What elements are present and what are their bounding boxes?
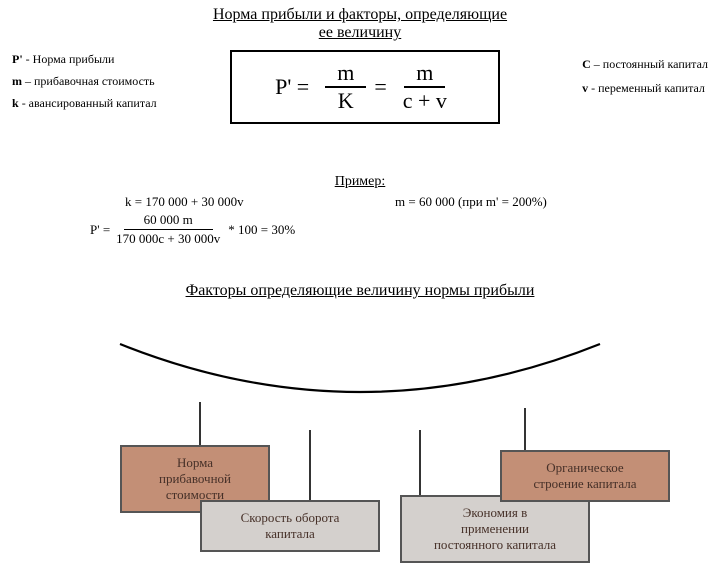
legend-p: Р'Р' - Норма прибыли - Норма прибыли [12,48,157,70]
definition-area: Р'Р' - Норма прибыли - Норма прибыли m –… [0,48,720,168]
example-p-label: P' = [90,222,110,238]
formula-eq: = [374,74,386,100]
legend-m: m – прибавочная стоимость [12,70,157,92]
legend-c: С – постоянный капитал [582,52,708,76]
example-p-frac: 60 000 m 170 000c + 30 000v [116,212,220,247]
factor-box-2: Скорость оборотакапитала [200,500,380,552]
example-p-tail: * 100 = 30% [228,222,295,238]
factor-2-text: Скорость оборотакапитала [241,510,340,541]
example-m: m = 60 000 (при m' = 200%) [395,194,547,210]
example-p-den: 170 000c + 30 000v [116,230,220,247]
legend-v: v - переменный капитал [582,76,708,100]
example-p-num: 60 000 m [124,212,213,230]
example-k: k = 170 000 + 30 000v [125,194,244,210]
frac2-den: c + v [395,88,455,114]
example-label: Пример: [0,174,720,190]
factor-4-text: Органическоестроение капитала [533,460,636,491]
factor-1-text: Нормаприбавочнойстоимости [159,455,231,502]
formula: Р' = m K = m c + v [275,60,455,114]
factor-box-4: Органическоестроение капитала [500,450,670,502]
factors-title: Факторы определяющие величину нормы приб… [0,282,720,300]
formula-frac2: m c + v [395,60,455,114]
frac2-num: m [404,60,445,88]
right-legend: С – постоянный капитал v - переменный ка… [582,52,708,100]
example-p: P' = 60 000 m 170 000c + 30 000v * 100 =… [90,212,295,247]
formula-frac1: m K [325,60,366,114]
factor-box-3: Экономия вприменениипостоянного капитала [400,495,590,563]
example-area: k = 170 000 + 30 000v m = 60 000 (при m'… [0,190,720,280]
factors-diagram: Нормаприбавочнойстоимости Скорость оборо… [0,300,720,560]
formula-left: Р' = [275,74,309,100]
page-title-line2: ее величину [0,24,720,42]
frac1-num: m [325,60,366,88]
frac1-den: K [330,88,362,114]
formula-box: Р' = m K = m c + v [230,50,500,124]
page-title-line1: Норма прибыли и факторы, определяющие [0,6,720,24]
factor-3-text: Экономия вприменениипостоянного капитала [434,505,556,552]
left-legend: Р'Р' - Норма прибыли - Норма прибыли m –… [12,48,157,114]
legend-k: k - авансированный капитал [12,92,157,114]
